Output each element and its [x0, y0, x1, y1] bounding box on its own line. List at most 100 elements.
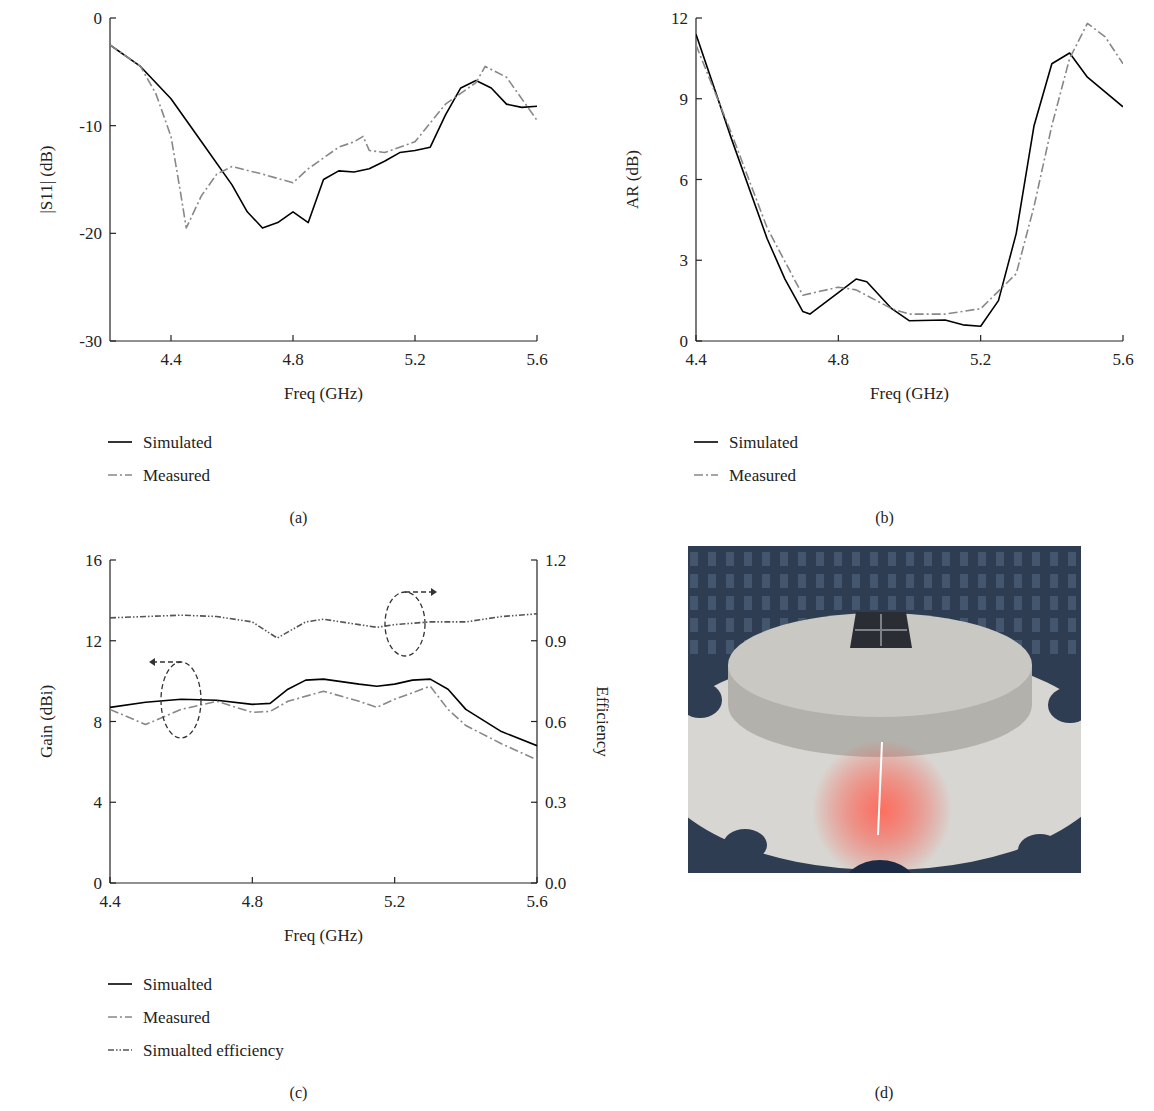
y2-tick — [531, 559, 537, 560]
legend-swatch — [108, 441, 132, 443]
absorber — [1014, 552, 1022, 566]
absorber — [726, 618, 734, 632]
y-tick — [696, 340, 702, 341]
absorber — [834, 596, 842, 610]
absorber — [690, 574, 698, 588]
x-tick — [252, 877, 253, 883]
absorber — [780, 574, 788, 588]
legend-label: Simulated — [729, 433, 798, 452]
y-tick-label: -20 — [79, 224, 102, 243]
absorber — [1050, 640, 1058, 654]
absorber — [1032, 552, 1040, 566]
y2-tick-label: 0.6 — [545, 713, 566, 732]
y2-tick — [531, 882, 537, 883]
y2-tick — [531, 640, 537, 641]
legend-swatch — [108, 983, 132, 985]
absorber — [798, 552, 806, 566]
absorber — [726, 552, 734, 566]
absorber — [978, 574, 986, 588]
series-line — [696, 34, 1123, 326]
absorber — [906, 596, 914, 610]
absorber — [924, 574, 932, 588]
y2-tick-label: 0.9 — [545, 632, 566, 651]
antenna-slot — [855, 629, 907, 631]
x-tick — [980, 335, 981, 341]
absorber — [1068, 574, 1076, 588]
x-tick-label: 4.4 — [99, 892, 121, 911]
absorber — [1068, 552, 1076, 566]
series-line — [110, 45, 537, 228]
y-tick-label: 8 — [94, 713, 103, 732]
absorber — [924, 596, 932, 610]
y-tick — [696, 98, 702, 99]
legend-swatch — [108, 1049, 132, 1051]
absorber — [726, 574, 734, 588]
y-tick — [110, 340, 116, 341]
y2-tick-label: 0.3 — [545, 793, 566, 812]
x-tick-label: 4.4 — [160, 350, 182, 369]
y-tick — [110, 802, 116, 803]
legend-swatch — [694, 474, 718, 476]
y-tick — [110, 640, 116, 641]
x-tick — [536, 335, 537, 341]
legend-swatch — [108, 474, 132, 476]
x-tick-label: 5.2 — [384, 892, 405, 911]
y-tick — [110, 233, 116, 234]
absorber — [1032, 574, 1040, 588]
x-tick-label: 4.4 — [685, 350, 707, 369]
legend-label: Simualted — [143, 975, 212, 994]
absorber — [1014, 618, 1022, 632]
x-axis — [110, 882, 537, 883]
indicator-ellipse — [385, 592, 425, 656]
absorber — [816, 574, 824, 588]
y-tick-label: 12 — [671, 9, 688, 28]
panel-2: 04812164.44.85.25.60.00.30.60.91.2Effici… — [37, 551, 612, 1102]
absorber — [1032, 618, 1040, 632]
absorber — [744, 552, 752, 566]
y-tick-label: 0 — [680, 332, 689, 351]
absorber — [708, 596, 716, 610]
y2-tick-label: 1.2 — [545, 551, 566, 570]
x-tick-label: 5.6 — [526, 350, 547, 369]
absorber — [1050, 596, 1058, 610]
axis-indicators — [149, 588, 437, 738]
absorber — [780, 552, 788, 566]
legend-label: Measured — [729, 466, 797, 485]
absorber — [1032, 596, 1040, 610]
fixture-notch — [1048, 687, 1081, 723]
absorber — [978, 596, 986, 610]
y-tick-label: -10 — [79, 117, 102, 136]
panel-caption: (c) — [290, 1084, 308, 1102]
absorber — [996, 574, 1004, 588]
indicator-ellipse — [161, 662, 201, 738]
legend-label: Simulated — [143, 433, 212, 452]
absorber — [1068, 618, 1076, 632]
absorber — [870, 552, 878, 566]
y-axis-title: AR (dB) — [623, 150, 642, 209]
absorber — [690, 618, 698, 632]
y-tick-label: 4 — [94, 793, 103, 812]
fixture-notch — [1018, 834, 1062, 866]
plot-area — [696, 23, 1123, 326]
absorber — [690, 640, 698, 654]
absorber — [690, 552, 698, 566]
absorber — [888, 552, 896, 566]
y-axis-title: Gain (dBi) — [37, 685, 56, 758]
laser-line — [878, 742, 882, 835]
absorber — [942, 596, 950, 610]
antenna — [850, 612, 912, 648]
x-tick — [394, 877, 395, 883]
legend-label: Simualted efficiency — [143, 1041, 284, 1060]
x-axis-title: Freq (GHz) — [284, 384, 363, 403]
panel-0: -30-20-1004.44.85.25.6Freq (GHz)|S11| (d… — [37, 9, 548, 527]
absorber — [960, 574, 968, 588]
absorber — [726, 640, 734, 654]
indicator-arrowhead — [149, 658, 155, 666]
absorber — [834, 574, 842, 588]
panel-caption: (b) — [875, 509, 894, 527]
absorber — [1014, 574, 1022, 588]
absorber — [798, 574, 806, 588]
indicator-arrow — [155, 661, 181, 662]
y-tick-label: 9 — [680, 90, 689, 109]
x-tick-label: 4.8 — [242, 892, 263, 911]
